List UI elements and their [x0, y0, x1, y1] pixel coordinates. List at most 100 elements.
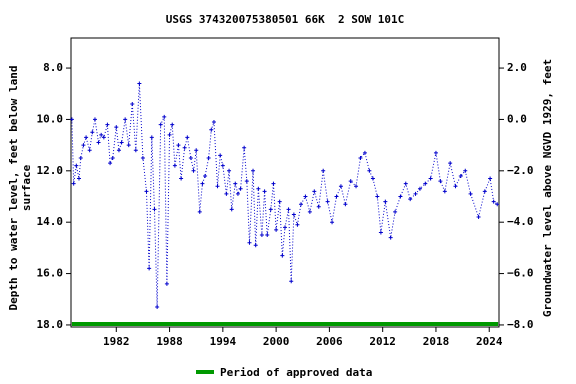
data-point	[116, 148, 121, 153]
data-point	[206, 155, 211, 160]
y2-tick-label: 0.0	[507, 112, 527, 125]
data-point	[194, 148, 199, 153]
data-point	[482, 189, 487, 194]
data-point	[99, 132, 104, 137]
x-tick-label: 2000	[263, 335, 290, 348]
data-point	[247, 240, 252, 245]
data-point	[291, 212, 296, 217]
data-point	[69, 117, 74, 122]
data-point	[259, 233, 264, 238]
y2-axis-label: Groundwater level above NGVD 1929, feet	[541, 59, 554, 317]
y2-tick-label: −8.0	[507, 318, 534, 331]
data-point	[164, 281, 169, 286]
y-axis-label: Depth to water level, feet below land	[7, 65, 20, 310]
data-point	[438, 179, 443, 184]
data-point	[92, 117, 97, 122]
data-point	[158, 122, 163, 127]
data-point	[123, 117, 128, 122]
x-tick-label: 1982	[103, 335, 130, 348]
data-point	[476, 215, 481, 220]
data-point	[321, 168, 326, 173]
y-tick-label: 8.0	[43, 61, 63, 74]
x-tick-label: 1988	[156, 335, 183, 348]
data-point	[268, 207, 273, 212]
data-point	[463, 168, 468, 173]
data-point	[114, 125, 119, 130]
data-point	[81, 143, 86, 148]
data-point	[167, 132, 172, 137]
data-point	[162, 114, 167, 119]
data-point	[209, 127, 214, 132]
data-point	[256, 186, 261, 191]
data-point	[126, 143, 131, 148]
data-point	[417, 186, 422, 191]
data-point	[188, 155, 193, 160]
data-point	[408, 197, 413, 202]
data-point	[334, 194, 339, 199]
y2-tick-label: −6.0	[507, 267, 534, 280]
y2-tick-label: 2.0	[507, 61, 527, 74]
data-point	[370, 176, 375, 181]
data-point	[203, 173, 208, 178]
data-point	[367, 168, 372, 173]
data-point	[220, 163, 225, 168]
x-tick-label: 2024	[476, 335, 503, 348]
data-point	[78, 155, 83, 160]
data-point	[182, 145, 187, 150]
data-point	[453, 184, 458, 189]
data-point	[90, 130, 95, 135]
data-point	[101, 135, 106, 140]
y-tick-label: 10.0	[37, 112, 64, 125]
data-point	[433, 150, 438, 155]
data-point	[200, 181, 205, 186]
data-point	[303, 194, 308, 199]
y-tick-label: 18.0	[37, 318, 64, 331]
data-point	[354, 184, 359, 189]
data-point	[149, 135, 154, 140]
data-point	[312, 189, 317, 194]
data-point	[458, 173, 463, 178]
data-point	[286, 207, 291, 212]
data-point	[277, 199, 282, 204]
data-point	[84, 135, 89, 140]
data-point	[133, 148, 138, 153]
data-point	[235, 191, 240, 196]
y2-tick-label: −4.0	[507, 215, 534, 228]
data-point	[423, 181, 428, 186]
data-point	[283, 225, 287, 230]
data-point	[170, 122, 175, 127]
plot-frame	[70, 37, 500, 328]
data-point	[197, 209, 202, 214]
data-point	[253, 243, 258, 248]
data-point	[307, 209, 312, 214]
data-point	[362, 150, 367, 155]
data-point	[215, 184, 220, 189]
data-point	[495, 202, 500, 207]
y-tick-label: 14.0	[37, 215, 64, 228]
data-point	[289, 279, 294, 284]
data-point	[251, 168, 256, 173]
data-point	[413, 191, 418, 196]
data-point	[316, 204, 321, 209]
data-point	[108, 161, 113, 166]
data-point	[105, 122, 110, 127]
data-point	[403, 181, 408, 186]
data-point	[191, 168, 196, 173]
data-point	[147, 266, 152, 271]
y-tick-label: 12.0	[37, 164, 64, 177]
y2-tick-label: −2.0	[507, 164, 534, 177]
data-point	[383, 199, 388, 204]
x-tick-label: 1994	[210, 335, 237, 348]
data-point	[224, 191, 229, 196]
data-point	[343, 202, 348, 207]
data-point	[144, 189, 149, 194]
data-point	[152, 207, 157, 212]
data-point	[137, 81, 142, 86]
data-point	[393, 209, 398, 214]
data-point	[119, 140, 124, 145]
data-point	[110, 155, 115, 160]
data-point	[338, 184, 343, 189]
data-point	[298, 202, 303, 207]
chart-title: USGS 374320075380501 66K 2 SOW 101C	[166, 13, 404, 26]
